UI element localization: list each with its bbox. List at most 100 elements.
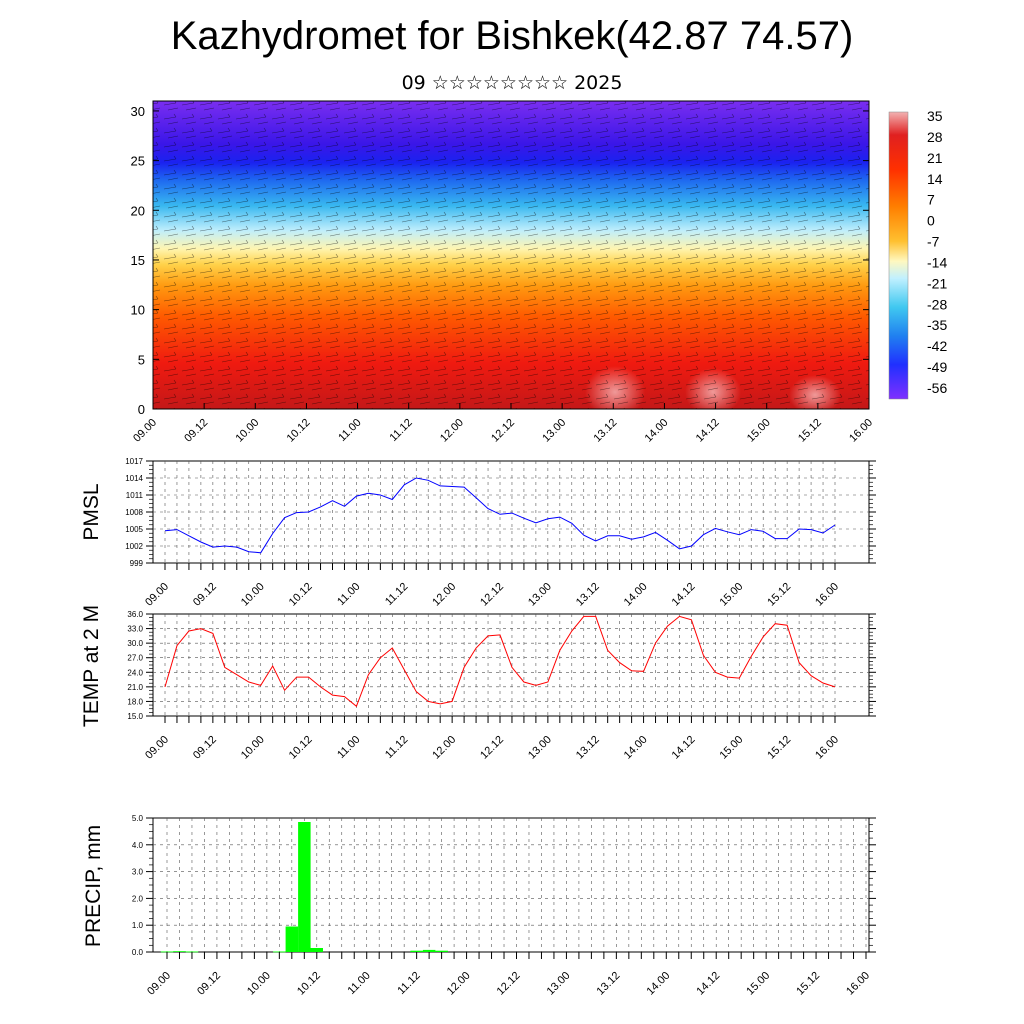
pmsl-series-line [164, 477, 836, 554]
ytick-label: 1011 [126, 491, 144, 500]
ytick-label: 4.0 [132, 841, 144, 850]
cs-ytick-label: 10 [131, 303, 145, 318]
colorbar-label: -21 [927, 275, 947, 291]
ytick-label: 2.0 [132, 894, 144, 903]
colorbar-label: -28 [927, 296, 947, 312]
colorbar-label: -49 [927, 359, 947, 375]
wind-vectors [153, 101, 869, 409]
colorbar-labels: 35 28 21 14 7 0 -7 -14 -21 -28 -35 -42 -49 -56 [927, 108, 947, 396]
temp-grid [153, 614, 869, 716]
precip-bars [160, 822, 448, 953]
chart-title: Kazhydromet for Bishkek(42.87 74.57) [170, 14, 854, 58]
colorbar-label: -14 [927, 254, 947, 270]
cross-section-panel: 0 5 10 15 20 25 30 09.00 09.12 10.00 10.12 11.00 11… [131, 100, 875, 445]
ytick-label: 5.0 [132, 814, 144, 823]
xtick-label: 12.00 [430, 734, 458, 762]
xtick-label: 10.12 [287, 734, 315, 762]
xtick-label: 13.12 [574, 734, 602, 762]
pmsl-grid [153, 461, 869, 563]
xtick-label: 09.12 [191, 581, 219, 609]
ytick-label: 24.0 [127, 668, 143, 677]
cs-xtick-label: 13.12 [591, 417, 619, 445]
cs-xtick-label: 14.00 [643, 417, 671, 445]
ytick-label: 1002 [125, 542, 143, 551]
cs-ytick-label: 0 [138, 402, 145, 417]
colorbar-label: 28 [927, 129, 943, 145]
ytick-label: 30.0 [127, 639, 143, 648]
xtick-label: 10.00 [239, 581, 267, 609]
xtick-label: 15.00 [717, 734, 745, 762]
cs-xtick-label: 10.12 [285, 417, 313, 445]
temp-x-axis: 09.00 09.12 10.00 10.12 11.00 11.12 12.00 12.12… [143, 716, 841, 762]
colorbar-label: -56 [927, 380, 947, 396]
pmsl-y-axis: 999 1002 1005 1008 1011 1014 1017 [125, 457, 876, 568]
colorbar-label: 21 [927, 150, 943, 166]
xtick-label: 12.12 [478, 734, 506, 762]
precip-ylabel: PRECIP, mm [82, 825, 105, 947]
temp-panel: 15.018.021.024.027.030.033.036.0 09.00 09… [80, 605, 876, 762]
cs-ytick-label: 20 [131, 203, 145, 218]
ytick-label: 3.0 [132, 868, 144, 877]
ytick-label: 1005 [125, 525, 143, 534]
ytick-label: 33.0 [127, 625, 143, 634]
ytick-label: 1014 [125, 474, 143, 483]
temp-y-axis: 15.0 18.0 21.0 24.0 27.0 30.0 33.0 36.0 [127, 610, 876, 721]
xtick-label: 11.00 [335, 581, 362, 608]
cs-xtick-label: 16.00 [847, 417, 875, 445]
xtick-label: 16.00 [813, 734, 841, 762]
ytick-label: 27.0 [127, 654, 143, 663]
precip-panel: 0.0 1.0 2.0 3.0 4.0 5.0 09.00 09.12 10.00 10.12 1… [82, 814, 876, 998]
xtick-label: 16.00 [813, 581, 841, 609]
precip-bar [160, 951, 174, 953]
xtick-label: 09.00 [143, 581, 171, 609]
precip-bar [173, 951, 186, 952]
ytick-label: 18.0 [127, 697, 143, 706]
cs-xtick-label: 09.00 [131, 417, 159, 445]
xtick-label: 09.00 [143, 734, 171, 762]
pmsl-ylabel: PMSL [80, 483, 103, 540]
precip-bar [435, 950, 448, 952]
precip-bar [185, 951, 199, 953]
xtick-label: 11.00 [335, 734, 362, 761]
xtick-label: 14.00 [644, 970, 672, 998]
precip-bar [298, 822, 311, 952]
precip-bar [285, 926, 299, 952]
xtick-label: 10.00 [239, 734, 267, 762]
xtick-label: 14.12 [670, 581, 698, 609]
temp-series-line [164, 615, 836, 708]
xtick-label: 13.00 [545, 970, 573, 998]
ytick-label: 1017 [125, 457, 143, 466]
temp-ylabel: TEMP at 2 M [80, 605, 103, 727]
xtick-label: 15.00 [744, 970, 772, 998]
xtick-label: 09.00 [145, 970, 173, 998]
precip-bar [273, 951, 286, 953]
colorbar-gradient [888, 111, 909, 400]
colorbar: 35 28 21 14 7 0 -7 -14 -21 -28 -35 -42 -49 -56 [888, 108, 947, 400]
xtick-label: 13.12 [595, 970, 623, 998]
cs-ytick-label: 25 [131, 154, 145, 169]
xtick-label: 14.00 [622, 581, 650, 609]
xtick-label: 09.12 [195, 970, 223, 998]
colorbar-label: 35 [927, 108, 943, 124]
ytick-label: 15.0 [127, 712, 143, 721]
cs-xtick-label: 12.12 [489, 417, 517, 445]
xtick-label: 13.12 [574, 581, 602, 609]
pmsl-x-axis: 09.00 09.12 10.00 10.12 11.00 11.12 12.00 12.12… [143, 563, 841, 609]
precip-grid [153, 818, 869, 952]
cs-ytick-label: 15 [131, 253, 145, 268]
cs-xtick-label: 13.00 [540, 417, 568, 445]
xtick-label: 11.12 [383, 734, 410, 761]
xtick-label: 10.12 [295, 970, 323, 998]
cs-xtick-label: 11.12 [387, 417, 414, 444]
precip-x-axis: 09.00 09.12 10.00 10.12 11.00 11.12 12.00 12.12… [145, 952, 872, 998]
cs-xtick-label: 09.12 [182, 417, 210, 445]
colorbar-label: -7 [927, 234, 940, 250]
xtick-label: 13.00 [526, 581, 554, 609]
xtick-label: 12.00 [445, 970, 473, 998]
xtick-label: 10.12 [287, 581, 315, 609]
xtick-label: 15.00 [717, 581, 745, 609]
precip-y-axis: 0.0 1.0 2.0 3.0 4.0 5.0 [132, 814, 876, 957]
cs-ytick-label: 5 [138, 352, 145, 367]
xtick-label: 11.12 [383, 581, 410, 608]
